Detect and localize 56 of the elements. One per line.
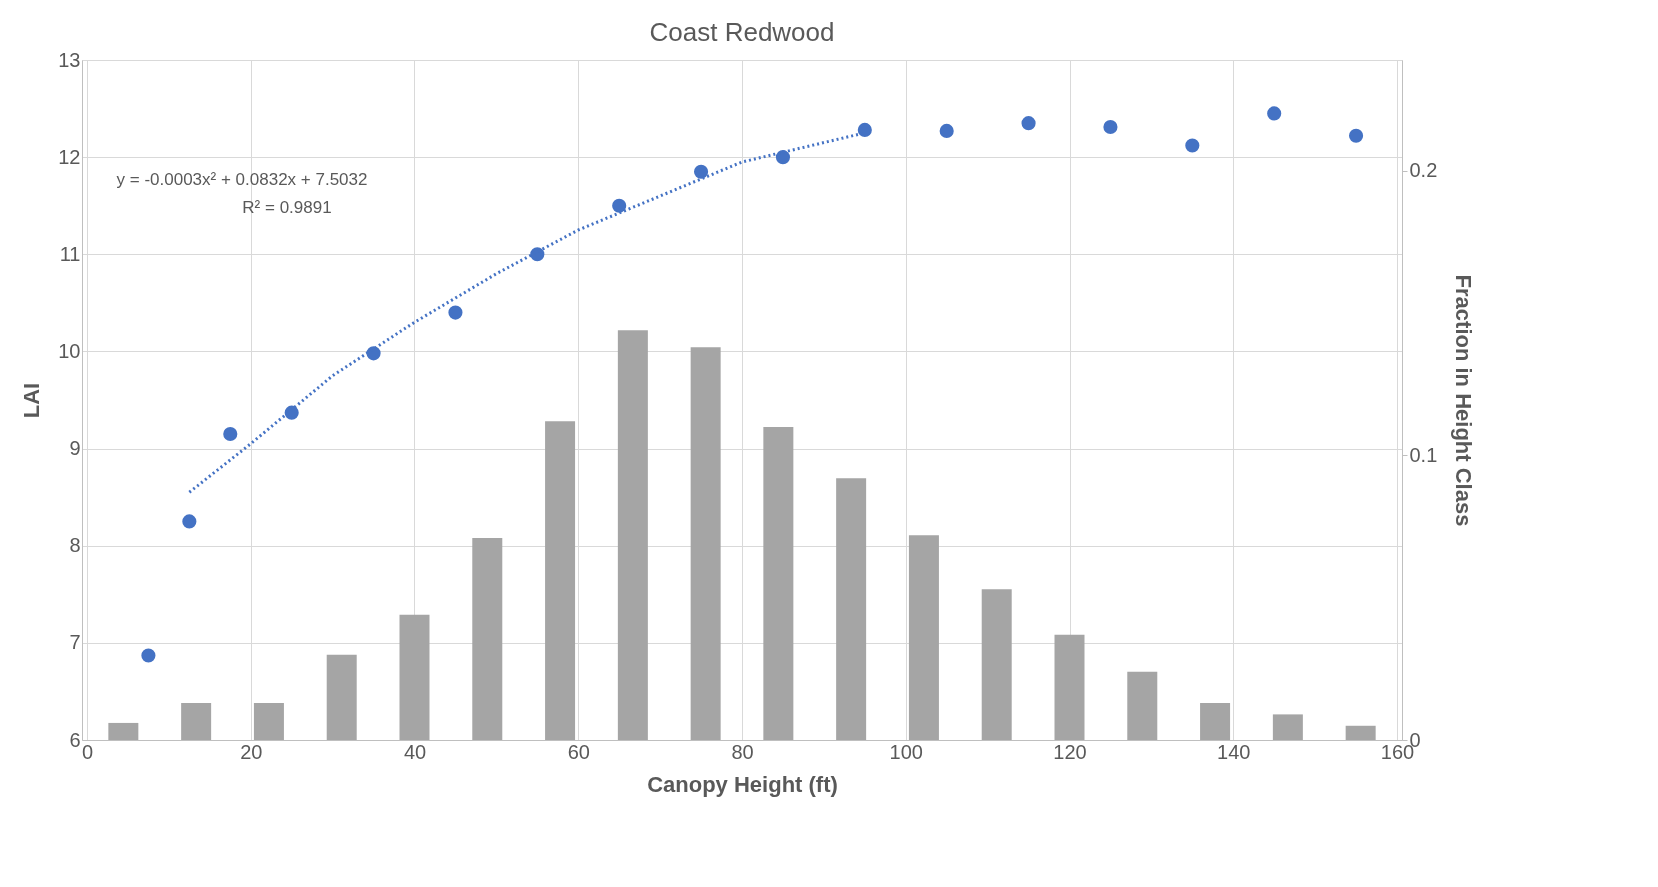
point (612, 198, 627, 213)
point (1267, 106, 1282, 121)
bar (981, 589, 1012, 740)
point (857, 122, 872, 137)
y-tick-label: 10 (58, 339, 81, 362)
bar (253, 703, 284, 740)
bar (108, 722, 139, 740)
point (182, 514, 197, 529)
bar (399, 614, 430, 740)
x-tick-label: 120 (1053, 740, 1087, 763)
x-tick-label: 0 (81, 740, 94, 763)
point (448, 305, 463, 320)
y2-tick-label: 0.2 (1409, 159, 1438, 182)
y-tick-label: 6 (69, 728, 81, 751)
point (1021, 116, 1036, 131)
point (141, 648, 156, 663)
y-tick-label: 7 (69, 631, 81, 654)
bar (617, 330, 648, 740)
point (1103, 119, 1118, 135)
x-tick-label: 60 (567, 740, 590, 763)
annotation: y = -0.0003x² + 0.0832x + 7.5032 (116, 170, 368, 189)
bar (690, 347, 721, 740)
x-tick-label: 80 (731, 740, 754, 763)
chart-title: Coast Redwood (649, 17, 835, 47)
point (775, 150, 791, 165)
point (1348, 128, 1364, 143)
y-tick-label: 13 (58, 48, 81, 71)
x-axis-title: Canopy Height (ft) (647, 771, 838, 797)
bar (1200, 703, 1231, 740)
bar (472, 537, 503, 740)
y-tick-label: 9 (69, 437, 81, 460)
y-axis-title: LAI (19, 382, 45, 419)
point (693, 164, 709, 179)
bar (545, 421, 576, 740)
bar (1054, 634, 1085, 740)
x-tick-label: 20 (240, 740, 263, 763)
bar (1127, 671, 1158, 740)
bar (326, 654, 357, 740)
point (1185, 138, 1200, 153)
bar (908, 535, 939, 740)
point (939, 123, 954, 138)
x-tick-label: 100 (889, 740, 923, 763)
annotation: R² = 0.9891 (242, 198, 332, 217)
y2-axis-title: Fraction in Height Class (1451, 274, 1477, 527)
bar (763, 427, 794, 740)
bar (836, 478, 867, 740)
y2-tick-label: 0.1 (1409, 443, 1438, 466)
bar (1272, 714, 1303, 740)
point (223, 426, 238, 442)
x-tick-label: 140 (1217, 740, 1251, 763)
y-tick-label: 8 (69, 534, 81, 557)
bar (1345, 725, 1376, 740)
y-tick-label: 11 (59, 242, 81, 265)
bar (181, 703, 212, 740)
x-tick-label: 40 (403, 740, 427, 763)
y-tick-label: 12 (58, 145, 81, 168)
